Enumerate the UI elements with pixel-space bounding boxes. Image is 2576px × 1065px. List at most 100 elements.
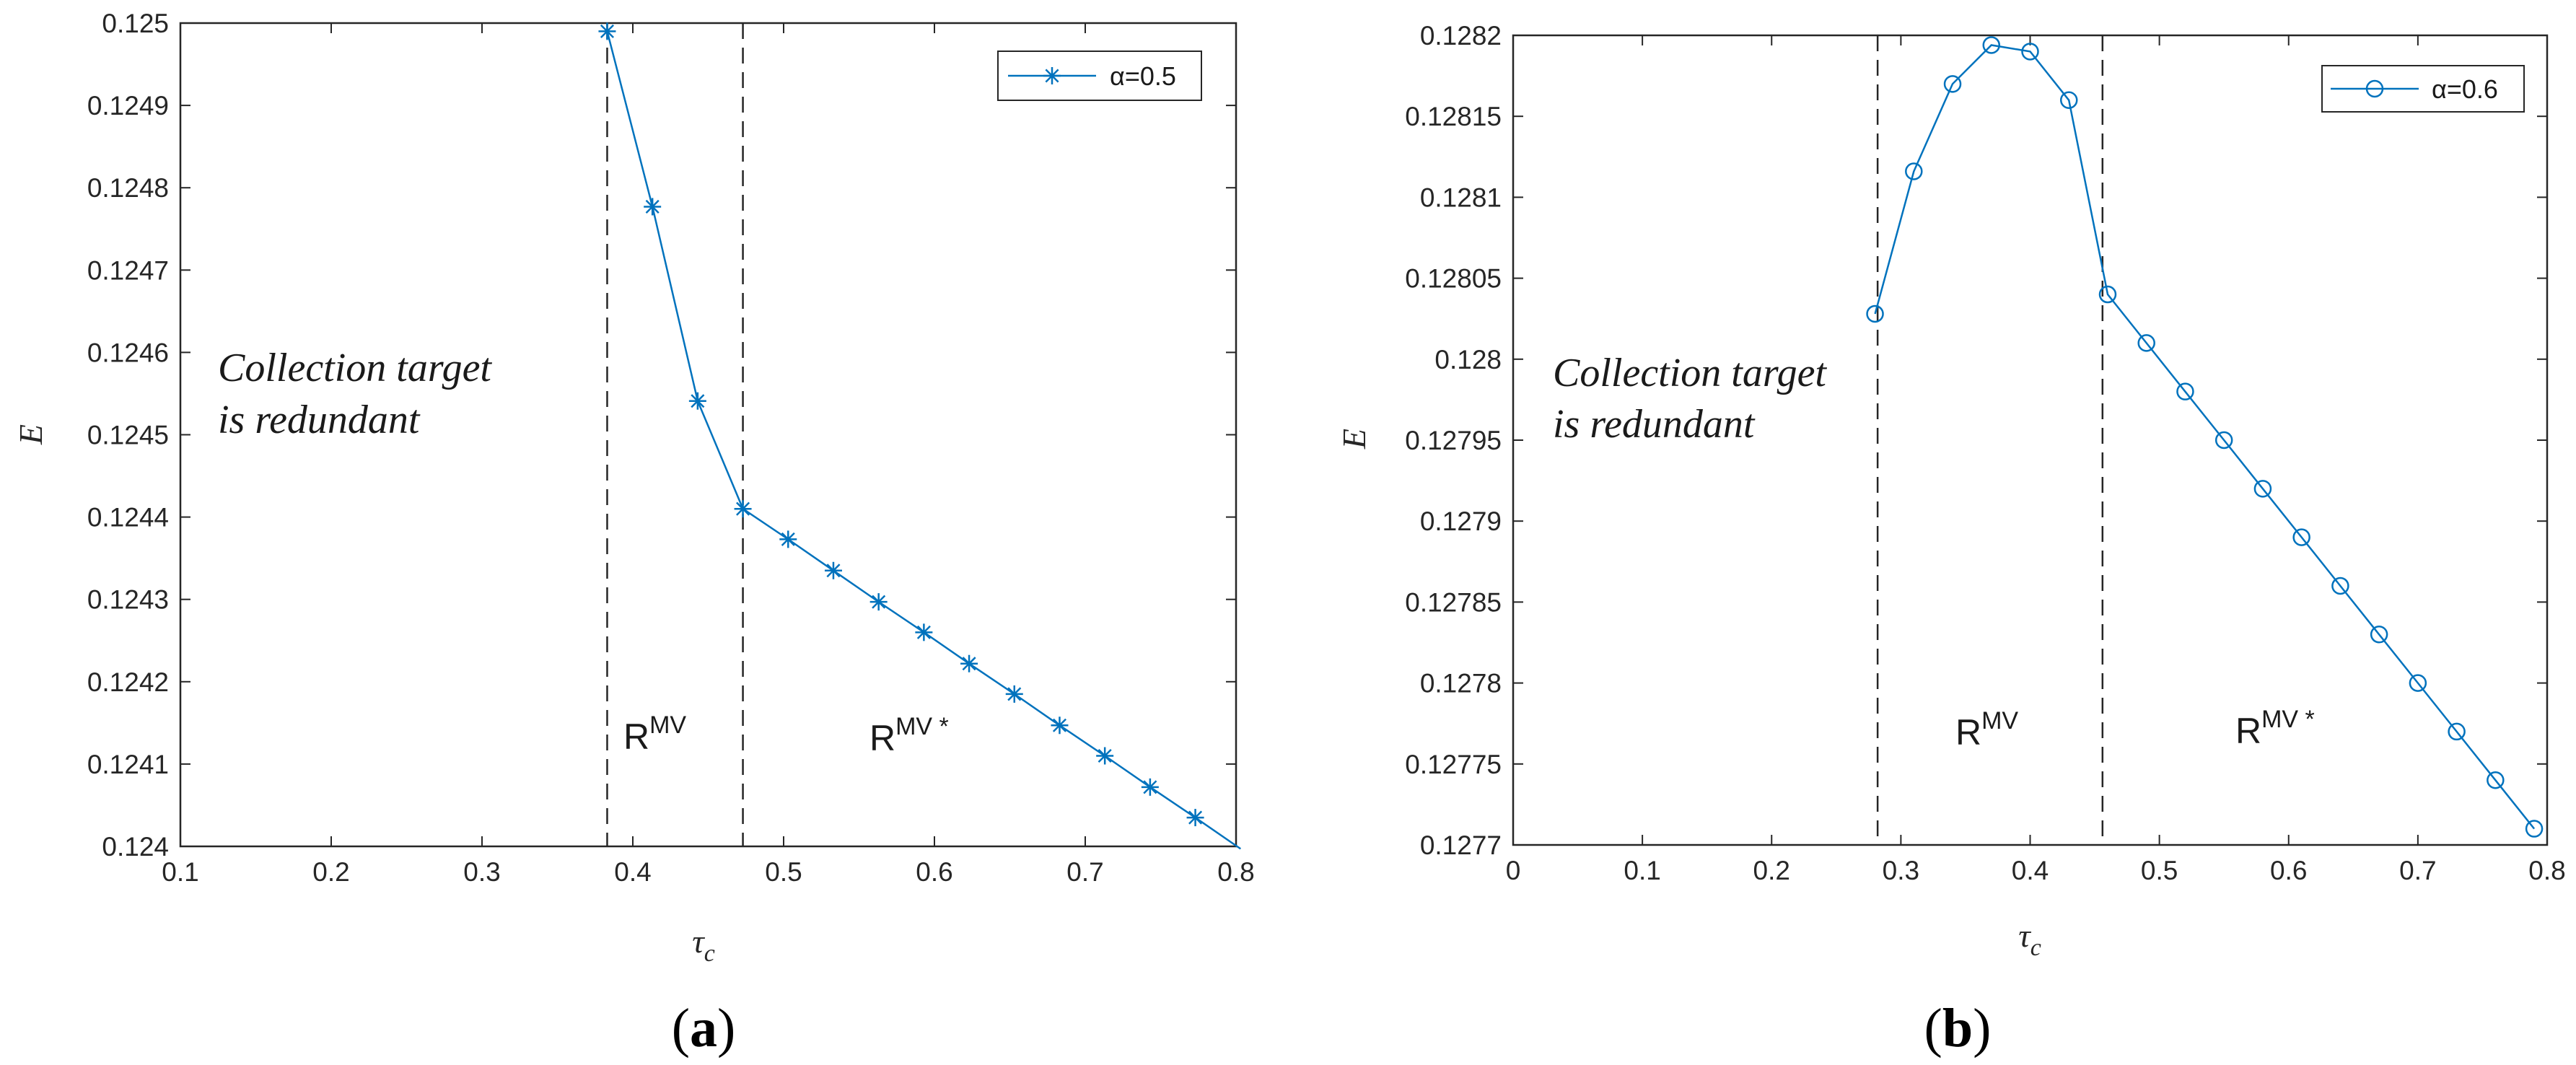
chart-a-data-point <box>1186 809 1204 827</box>
chart-a-data-point <box>644 198 662 216</box>
chart-a-y-tick-label: 0.1248 <box>87 173 169 203</box>
chart-a-data-point <box>598 22 616 40</box>
chart-a-y-tick-label: 0.1246 <box>87 338 169 367</box>
chart-b-x-tick-label: 0.1 <box>1624 856 1660 885</box>
chart-a-y-tick-label: 0.1249 <box>87 91 169 120</box>
chart-b-y-tick-label: 0.12795 <box>1405 426 1502 455</box>
chart-b-data-point <box>1982 36 2001 54</box>
chart-b-data-point <box>2214 431 2233 450</box>
chart-b-panel-label: (b) <box>1924 998 1992 1059</box>
chart-b-data-point <box>1905 162 1923 180</box>
chart-b-data-point <box>1866 304 1884 323</box>
chart-a-x-tick-labels: 0.1 0.2 0.3 0.4 0.5 0.6 0.7 0.8 <box>162 857 1254 887</box>
chart-a-data-point <box>1141 778 1159 796</box>
chart-a-y-tick-label: 0.1247 <box>87 255 169 285</box>
chart-b-legend-marker <box>2365 79 2384 98</box>
chart-b-x-tick-label: 0.4 <box>2012 856 2049 885</box>
chart-b-y-tick-label: 0.1277 <box>1420 830 1502 860</box>
chart-b-data-point <box>2137 334 2155 352</box>
chart-b-region-dividers <box>1876 35 2104 845</box>
chart-b-x-tick-label: 0.6 <box>2270 856 2307 885</box>
chart-a-y-tick-label: 0.1245 <box>87 421 169 450</box>
chart-b-region-label-rmv: RMV <box>1955 707 2018 753</box>
chart-a-x-tick-label: 0.3 <box>463 857 500 887</box>
chart-a-data-point <box>1005 685 1023 703</box>
chart-a-x-tick-label: 0.1 <box>162 857 198 887</box>
chart-b-x-tick-label: 0.3 <box>1883 856 1919 885</box>
chart-a-x-tick-label: 0.7 <box>1066 857 1103 887</box>
chart-b-x-tick-label: 0 <box>1506 856 1521 885</box>
chart-b-data-point <box>2448 722 2466 741</box>
chart-b-legend-label: α=0.6 <box>2432 74 2498 104</box>
chart-a-data-point <box>734 500 752 518</box>
chart-a-data-point <box>960 654 978 672</box>
chart-b-y-tick-label: 0.12805 <box>1405 264 1502 294</box>
chart-b-x-axis-label: τc <box>2018 917 2041 961</box>
chart-b-y-tick-labels: 0.1277 0.12775 0.1278 0.12785 0.1279 0.1… <box>1405 21 1502 860</box>
chart-a-data-point <box>915 623 933 641</box>
chart-a-data-point <box>1096 747 1114 765</box>
chart-b: 0 0.1 0.2 0.3 0.4 0.5 0.6 0.7 0.8 0.1277… <box>1336 21 2566 1059</box>
chart-b-legend: α=0.6 <box>2321 65 2525 113</box>
chart-a-y-tick-label: 0.1242 <box>87 667 169 697</box>
chart-b-data-point <box>2098 285 2117 304</box>
chart-b-plot-area <box>1512 34 2549 846</box>
chart-b-data-point <box>2253 480 2272 498</box>
chart-a-data-point <box>869 593 888 611</box>
chart-a-ticks <box>180 22 1237 847</box>
chart-b-data-point <box>2409 674 2427 692</box>
chart-a-x-tick-label: 0.6 <box>916 857 952 887</box>
chart-b-x-tick-label: 0.7 <box>2399 856 2436 885</box>
chart-a-legend: α=0.5 <box>997 51 1202 101</box>
chart-b-annotation-line-1: Collection target <box>1553 351 1827 395</box>
chart-b-x-tick-label: 0.8 <box>2528 856 2565 885</box>
chart-a-y-tick-label: 0.1243 <box>87 585 169 615</box>
chart-a-annotation-line-1: Collection target <box>218 346 492 390</box>
chart-a-legend-marker <box>1043 67 1061 84</box>
chart-b-data-point <box>2059 91 2078 110</box>
chart-b-data-point <box>2487 771 2505 789</box>
chart-a-y-tick-labels: 0.124 0.1241 0.1242 0.1243 0.1244 0.1245… <box>87 9 169 862</box>
chart-a-data-point <box>688 392 706 410</box>
chart-a-region-label-rmv-star: RMV * <box>869 713 949 758</box>
chart-b-data-point <box>2292 528 2310 546</box>
chart-b-series-line <box>1874 44 2536 830</box>
chart-b-y-tick-label: 0.1279 <box>1420 507 1502 536</box>
chart-a-plot-area <box>179 22 1237 848</box>
chart-a-x-axis-label: τc <box>692 923 715 967</box>
chart-b-y-tick-label: 0.12785 <box>1405 587 1502 617</box>
chart-a-panel-label: (a) <box>672 998 736 1059</box>
chart-b-x-tick-label: 0.2 <box>1753 856 1790 885</box>
chart-b-y-tick-label: 0.12815 <box>1405 102 1502 131</box>
chart-b-y-tick-label: 0.12775 <box>1405 750 1502 779</box>
chart-b-x-tick-labels: 0 0.1 0.2 0.3 0.4 0.5 0.6 0.7 0.8 <box>1506 856 2566 885</box>
chart-b-annotation-line-2: is redundant <box>1553 402 1756 447</box>
chart-b-data-point <box>2525 820 2544 838</box>
chart-b-x-tick-label: 0.5 <box>2141 856 2178 885</box>
chart-b-y-tick-label: 0.1282 <box>1420 21 1502 51</box>
chart-a-region-dividers <box>606 23 744 846</box>
chart-a: 0.1 0.2 0.3 0.4 0.5 0.6 0.7 0.8 0.124 0.… <box>12 9 1255 1059</box>
chart-b-data-point <box>2176 382 2194 400</box>
chart-a-series <box>598 22 1242 850</box>
chart-a-y-tick-label: 0.1244 <box>87 503 169 532</box>
chart-b-series <box>1866 36 2544 838</box>
chart-a-x-tick-label: 0.5 <box>765 857 802 887</box>
chart-b-data-point <box>2370 626 2388 644</box>
chart-a-x-tick-label: 0.8 <box>1217 857 1254 887</box>
chart-b-y-tick-label: 0.1278 <box>1420 669 1502 698</box>
chart-a-x-tick-label: 0.2 <box>312 857 349 887</box>
chart-b-y-tick-label: 0.1281 <box>1420 183 1502 212</box>
chart-a-data-point <box>824 561 842 579</box>
chart-a-annotation-line-2: is redundant <box>218 398 421 442</box>
chart-b-region-label-rmv-star: RMV * <box>2235 706 2315 751</box>
chart-a-y-tick-label: 0.124 <box>102 832 169 862</box>
chart-b-data-point <box>2331 577 2349 595</box>
chart-a-y-axis-label: E <box>12 424 49 445</box>
chart-a-x-tick-label: 0.4 <box>614 857 651 887</box>
chart-b-y-axis-label: E <box>1336 429 1372 450</box>
chart-b-y-tick-label: 0.128 <box>1434 345 1502 374</box>
chart-b-data-point <box>2021 43 2039 61</box>
chart-a-region-label-rmv: RMV <box>623 711 686 757</box>
